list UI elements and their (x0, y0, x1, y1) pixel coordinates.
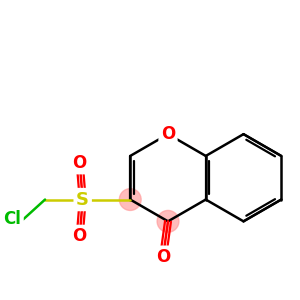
Text: O: O (73, 227, 87, 245)
Text: O: O (161, 125, 175, 143)
Text: S: S (76, 190, 89, 208)
Circle shape (119, 189, 141, 210)
Text: Cl: Cl (3, 210, 21, 228)
Circle shape (157, 210, 179, 232)
Text: O: O (156, 248, 170, 266)
Text: O: O (73, 154, 87, 172)
